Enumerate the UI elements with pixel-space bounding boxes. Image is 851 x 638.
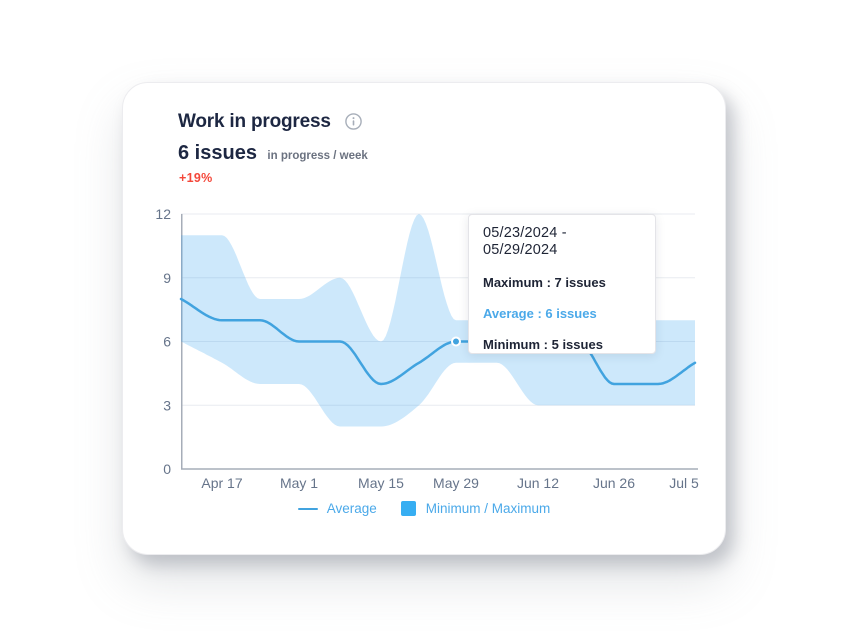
average-line-swatch-icon [297, 507, 318, 510]
metric: 6 issues in progress / week [178, 142, 368, 165]
wip-chart[interactable]: 0 3 6 9 12 Apr 17 May 1 May 15 May 29 Jun 12 Jun 2… [123, 83, 727, 556]
x-tick-label: May 29 [433, 475, 479, 491]
x-tick-label: Apr 17 [201, 475, 242, 491]
delta-badge: +19% [179, 171, 213, 185]
y-tick-label: 3 [163, 397, 171, 413]
tooltip-average: Average : 6 issues [483, 306, 597, 321]
legend-item-average[interactable]: Average [297, 501, 377, 516]
x-tick-label: May 15 [358, 475, 404, 491]
x-tick-label: Jun 26 [593, 475, 635, 491]
highlight-dot[interactable] [451, 336, 461, 347]
chart-tooltip: 05/23/2024 - 05/29/2024 Maximum : 7 issu… [468, 214, 656, 354]
y-tick-label: 12 [155, 206, 171, 222]
minmax-band [181, 214, 695, 427]
tooltip-maximum: Maximum : 7 issues [483, 275, 606, 290]
legend-average-label: Average [326, 501, 377, 516]
x-tick-label: Jul 5 [669, 475, 699, 491]
legend-minmax-label: Minimum / Maximum [425, 501, 551, 516]
metric-unit: in progress / week [267, 150, 368, 162]
y-tick-label: 6 [163, 334, 171, 350]
card-title: Work in progress [178, 111, 331, 132]
y-tick-label: 9 [163, 270, 171, 286]
minmax-band-swatch-icon [400, 501, 416, 516]
legend-item-minmax[interactable]: Minimum / Maximum [400, 501, 551, 516]
info-icon[interactable] [345, 113, 362, 130]
work-in-progress-card: Work in progress 6 issues in progress / … [122, 82, 726, 555]
x-tick-label: Jun 12 [517, 475, 559, 491]
chart-legend: Average Minimum / Maximum [123, 501, 725, 516]
average-line [179, 297, 697, 386]
tooltip-date-range: 05/23/2024 - 05/29/2024 [483, 225, 567, 258]
info-circle-glyph [345, 113, 362, 130]
tooltip-minimum: Minimum : 5 issues [483, 337, 603, 352]
x-tick-label: May 1 [280, 475, 318, 491]
y-tick-label: 0 [163, 461, 171, 477]
metric-value: 6 issues [178, 142, 257, 164]
